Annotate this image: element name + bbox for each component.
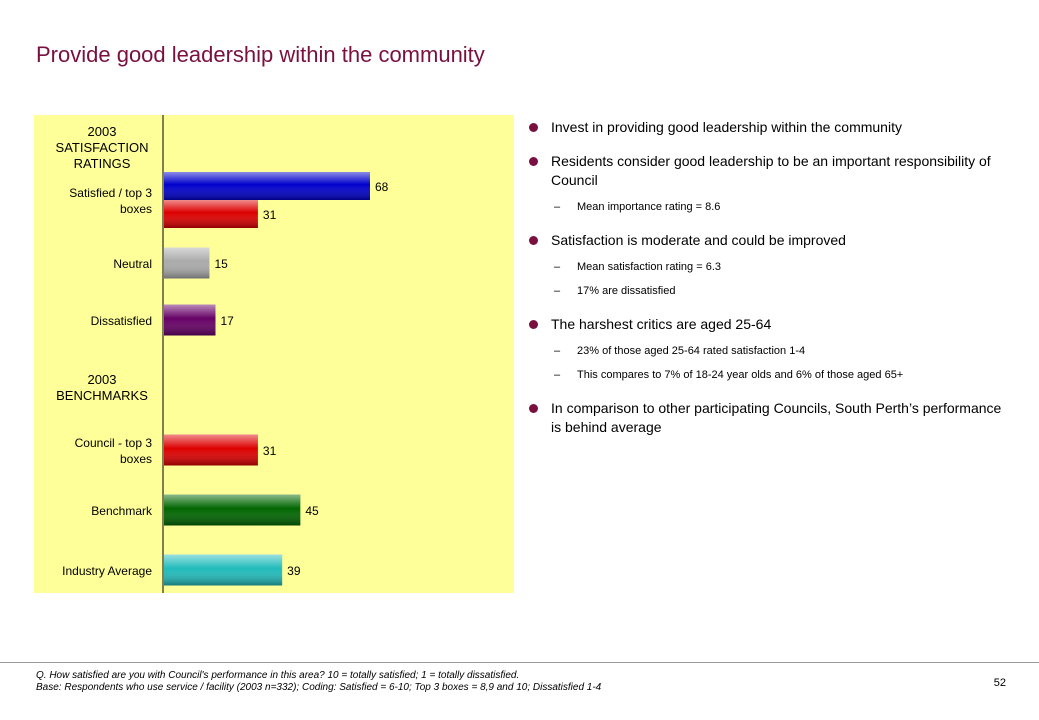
- category-label: Dissatisfied: [91, 314, 152, 328]
- sub-bullet-item: – 17% are dissatisfied: [528, 284, 1008, 298]
- bar-shading: [164, 200, 258, 228]
- bullet-item: Invest in providing good leadership with…: [528, 118, 1008, 137]
- bar-shading: [164, 434, 258, 466]
- page-number: 52: [993, 677, 1006, 689]
- bar-shading: [164, 494, 301, 526]
- group-heading: RATINGS: [74, 156, 131, 171]
- sub-bullet-item: – 23% of those aged 25-64 rated satisfact…: [528, 344, 1008, 358]
- sub-bullet-item: – This compares to 7% of 18-24 year olds …: [528, 368, 1008, 382]
- page-title: Provide good leadership within the commu…: [36, 42, 485, 67]
- sub-bullet-text: 17% are dissatisfied: [577, 285, 676, 297]
- group-heading: 2003: [88, 124, 117, 139]
- bar-shading: [164, 304, 216, 336]
- bullet-item: The harshest critics are aged 25-64: [528, 315, 1008, 334]
- dash-icon: –: [554, 345, 561, 357]
- category-label: Neutral: [113, 257, 152, 271]
- bullet-text: In comparison to other participating Cou…: [551, 400, 1002, 435]
- dash-icon: –: [554, 285, 561, 297]
- sub-bullet-text: This compares to 7% of 18-24 year olds a…: [577, 369, 904, 381]
- category-label: Satisfied / top 3: [69, 186, 152, 200]
- sub-bullet-text: 23% of those aged 25-64 rated satisfacti…: [577, 345, 806, 357]
- bar-shading: [164, 554, 283, 586]
- data-label: 39: [287, 564, 301, 578]
- bullet-item: Satisfaction is moderate and could be im…: [528, 231, 1008, 250]
- data-label: 31: [263, 208, 277, 222]
- bullet-dot-icon: [529, 320, 538, 329]
- group-heading: 2003: [88, 372, 117, 387]
- bullet-item: Residents consider good leadership to be…: [528, 152, 1008, 190]
- category-label: Council - top 3: [75, 436, 153, 450]
- bar-shading: [164, 247, 210, 279]
- data-label: 31: [263, 444, 277, 458]
- footnote: Q. How satisfied are you with Council's …: [36, 670, 936, 694]
- data-label: 68: [375, 180, 389, 194]
- group-heading: SATISFACTION: [56, 140, 149, 155]
- footer-divider: [0, 662, 1039, 663]
- bullet-dot-icon: [529, 236, 538, 245]
- footnote-base: Base: Respondents who use service / faci…: [36, 682, 602, 693]
- data-label: 15: [214, 257, 228, 271]
- dash-icon: –: [554, 201, 561, 213]
- data-label: 45: [305, 504, 319, 518]
- category-label: Benchmark: [91, 504, 153, 518]
- sub-bullet-item: – Mean importance rating = 8.6: [528, 200, 1008, 214]
- bullet-dot-icon: [529, 157, 538, 166]
- category-label: boxes: [120, 202, 152, 216]
- bullet-dot-icon: [529, 123, 538, 132]
- footnote-question: Q. How satisfied are you with Council's …: [36, 670, 520, 681]
- bar-shading: [164, 172, 370, 200]
- bullet-item: In comparison to other participating Cou…: [528, 399, 1008, 437]
- dash-icon: –: [554, 369, 561, 381]
- category-label: boxes: [120, 452, 152, 466]
- bullet-text: Residents consider good leadership to be…: [551, 153, 991, 188]
- bullet-text: Satisfaction is moderate and could be im…: [551, 232, 846, 248]
- bullet-text: The harshest critics are aged 25-64: [551, 316, 772, 332]
- dash-icon: –: [554, 261, 561, 273]
- chart-panel: 2003 SATISFACTION RATINGS Satisfied / top 3…: [34, 115, 514, 593]
- group-heading: BENCHMARKS: [56, 388, 148, 403]
- category-label: Industry Average: [62, 564, 152, 578]
- sub-bullet-item: – Mean satisfaction rating = 6.3: [528, 260, 1008, 274]
- data-label: 17: [221, 314, 235, 328]
- bullet-list: Invest in providing good leadership with…: [528, 118, 1008, 437]
- sub-bullet-text: Mean satisfaction rating = 6.3: [577, 261, 721, 273]
- sub-bullet-text: Mean importance rating = 8.6: [577, 201, 721, 213]
- bullet-text: Invest in providing good leadership with…: [551, 119, 902, 135]
- bullet-dot-icon: [529, 404, 538, 413]
